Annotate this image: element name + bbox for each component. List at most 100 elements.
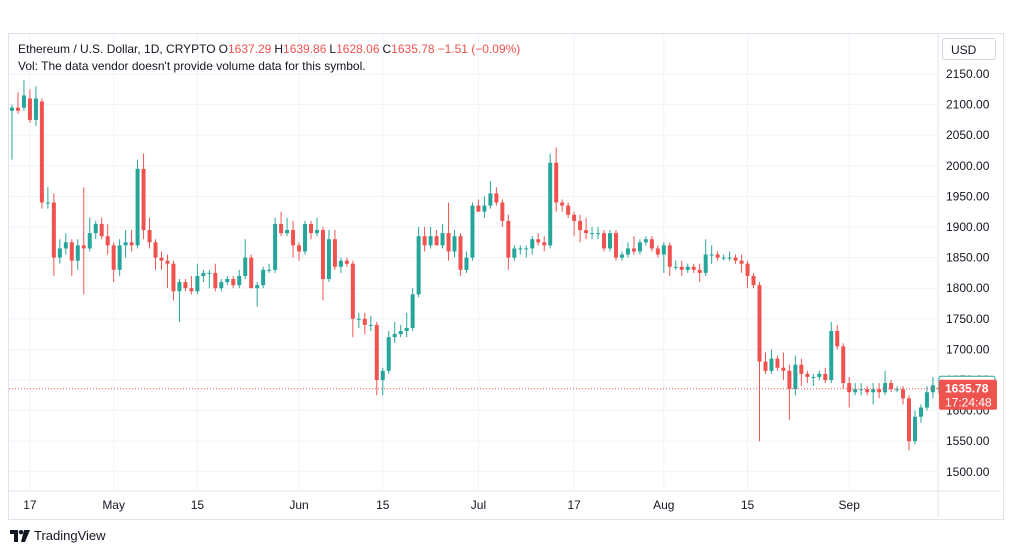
candle	[703, 239, 708, 276]
candle	[667, 242, 672, 276]
candle	[871, 383, 876, 405]
candle	[237, 269, 242, 289]
candle	[488, 181, 493, 209]
candle-body	[482, 205, 487, 212]
candle	[45, 187, 50, 209]
candle-body	[297, 245, 302, 252]
symbol-legend: Ethereum / U.S. Dollar, 1D, CRYPTO O1637.…	[18, 41, 520, 75]
y-tick-label: 2000.00	[946, 159, 990, 173]
candle	[536, 233, 541, 246]
candle-body	[572, 214, 577, 221]
candle-body	[673, 266, 678, 268]
candle-body	[727, 257, 732, 259]
candle-body	[75, 245, 80, 261]
candle-body	[458, 236, 463, 270]
candle	[332, 230, 337, 270]
candle-body	[488, 193, 493, 206]
candle-body	[590, 233, 595, 235]
candle-body	[261, 269, 266, 286]
candle-body	[404, 327, 409, 332]
candle-body	[51, 202, 56, 258]
candle-body	[291, 230, 296, 246]
change-value: −1.51 (−0.09%)	[437, 42, 521, 56]
tradingview-brand[interactable]: TradingView	[10, 528, 106, 543]
candle-body	[428, 236, 433, 246]
candle-body	[332, 239, 337, 267]
candle	[219, 279, 224, 292]
candle-body	[81, 245, 86, 249]
candle	[201, 269, 206, 283]
candle-body	[303, 223, 308, 252]
candle	[715, 251, 720, 261]
candle	[279, 211, 284, 237]
y-tick-label: 1500.00	[946, 465, 990, 479]
candle	[392, 321, 397, 344]
candle	[207, 269, 212, 289]
candle-body	[225, 279, 230, 283]
currency-button[interactable]: USD	[942, 38, 996, 60]
candle-body	[386, 337, 391, 371]
legend-ohlc-line: Ethereum / U.S. Dollar, 1D, CRYPTO O1637.…	[18, 41, 520, 58]
candle-body	[231, 279, 236, 286]
candle	[476, 199, 481, 212]
candle-body	[853, 389, 858, 393]
candle-body	[129, 242, 134, 246]
last-price-text: 1635.78	[945, 382, 989, 396]
candle	[416, 227, 421, 298]
candle-body	[273, 223, 278, 270]
candle	[404, 312, 409, 338]
candle	[458, 233, 463, 276]
candle	[907, 395, 911, 451]
candle-body	[542, 242, 547, 246]
candle	[10, 104, 14, 160]
candle-body	[255, 285, 260, 289]
high-label: H	[274, 42, 284, 56]
candle-body	[817, 373, 822, 377]
candle-body	[314, 230, 319, 234]
candle	[75, 239, 80, 270]
candle-body	[141, 168, 146, 231]
candle	[267, 263, 272, 273]
candle	[613, 230, 618, 261]
candle-body	[171, 263, 176, 292]
x-tick-label: May	[102, 498, 125, 512]
candle	[787, 364, 792, 420]
candle-body	[554, 162, 559, 203]
candle	[775, 355, 780, 371]
candle	[500, 199, 505, 227]
candle-body	[901, 389, 906, 399]
candle	[512, 245, 517, 261]
candle	[590, 227, 595, 240]
candle-body	[243, 257, 248, 276]
candles	[10, 80, 941, 451]
candle-body	[201, 272, 206, 276]
candle	[434, 230, 439, 246]
candle-body	[625, 248, 630, 255]
candle-body	[368, 324, 373, 326]
candle-body	[440, 233, 445, 246]
candle	[883, 370, 888, 396]
candle-body	[769, 358, 774, 371]
candle-body	[362, 318, 367, 325]
candle-body	[787, 370, 792, 390]
candle-body	[398, 331, 403, 335]
grid-lines	[9, 34, 1001, 517]
candle-body	[835, 331, 840, 347]
candle	[273, 217, 278, 273]
candle	[135, 159, 140, 249]
y-tick-label: 1800.00	[946, 281, 990, 295]
candle-body	[93, 223, 98, 234]
candle	[326, 230, 331, 283]
candle	[183, 279, 188, 292]
candle	[930, 376, 935, 399]
candle	[823, 367, 828, 384]
candle	[829, 321, 834, 384]
x-tick-label: 15	[376, 498, 390, 512]
open-label: O	[218, 42, 228, 56]
candle-body	[279, 223, 284, 234]
candle	[374, 321, 379, 396]
candle-body	[470, 205, 475, 258]
candle-body	[237, 275, 242, 286]
